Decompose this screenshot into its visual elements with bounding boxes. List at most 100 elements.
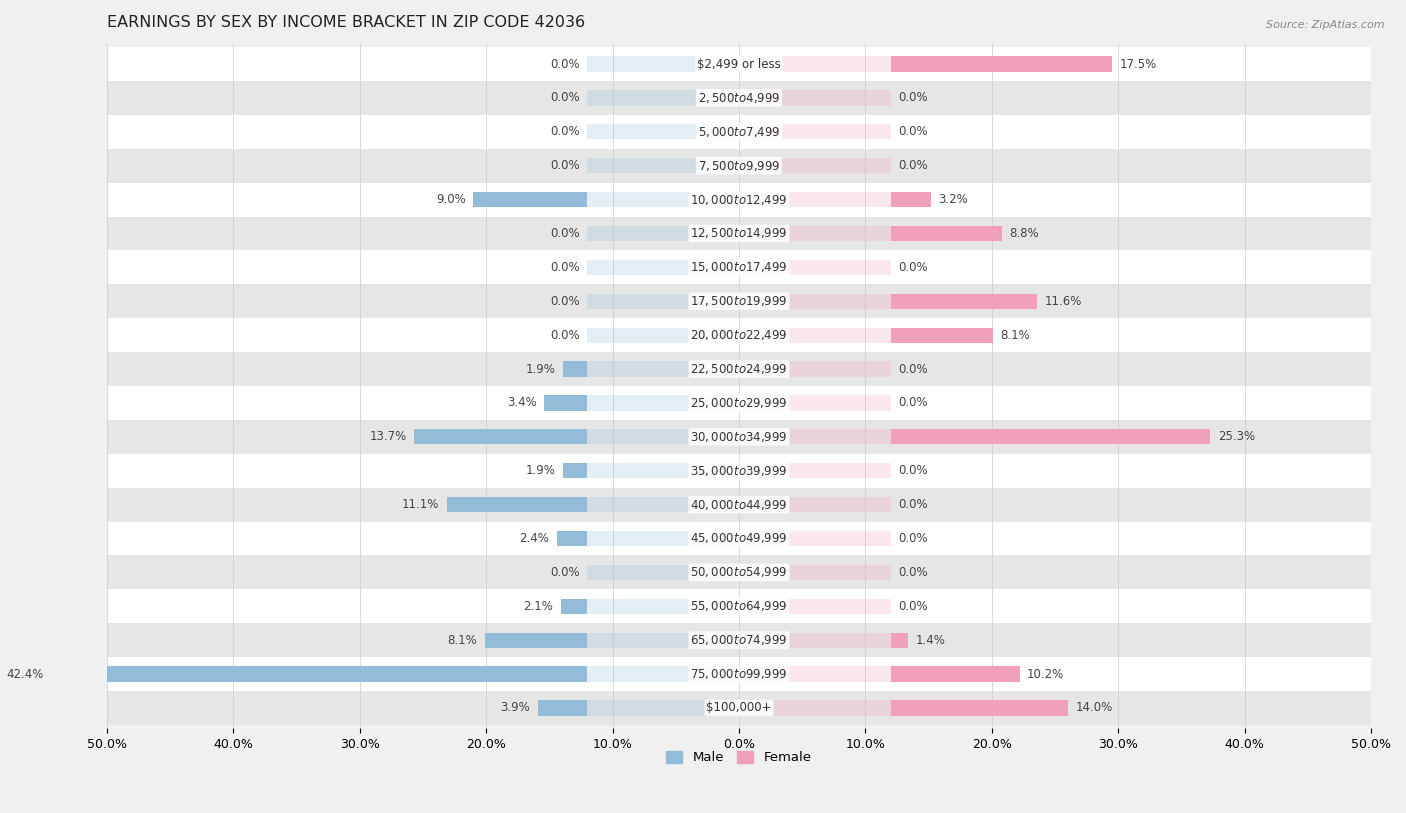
Bar (107, 657, 1371, 691)
Text: $15,000 to $17,499: $15,000 to $17,499 (690, 260, 787, 274)
Text: 0.0%: 0.0% (898, 159, 928, 172)
Text: 0.0%: 0.0% (898, 566, 928, 579)
Bar (107, 250, 1371, 285)
Text: 11.6%: 11.6% (1045, 295, 1083, 308)
Bar (890, 700, 1067, 715)
Text: 0.0%: 0.0% (550, 159, 579, 172)
Text: 0.0%: 0.0% (550, 261, 579, 274)
Bar (740, 192, 890, 207)
Text: $7,500 to $9,999: $7,500 to $9,999 (697, 159, 780, 172)
Bar (740, 497, 890, 512)
Text: $2,499 or less: $2,499 or less (697, 58, 780, 71)
Bar (107, 624, 1371, 657)
Bar (51, 667, 588, 681)
Bar (107, 115, 1371, 149)
Text: 8.1%: 8.1% (1001, 328, 1031, 341)
Bar (588, 226, 740, 241)
Bar (107, 488, 1371, 521)
Text: 0.0%: 0.0% (550, 91, 579, 104)
Text: $50,000 to $54,999: $50,000 to $54,999 (690, 565, 787, 580)
Text: 8.1%: 8.1% (447, 633, 477, 646)
Text: $45,000 to $49,999: $45,000 to $49,999 (690, 532, 787, 546)
Text: 0.0%: 0.0% (550, 295, 579, 308)
Bar (588, 531, 740, 546)
Bar (890, 192, 931, 207)
Text: $55,000 to $64,999: $55,000 to $64,999 (690, 599, 787, 613)
Bar (588, 192, 740, 207)
Bar (740, 226, 890, 241)
Text: Source: ZipAtlas.com: Source: ZipAtlas.com (1267, 20, 1385, 30)
Bar (740, 395, 890, 411)
Bar (740, 90, 890, 106)
Bar (740, 565, 890, 580)
Bar (588, 158, 740, 173)
Bar (107, 47, 1371, 81)
Bar (588, 362, 740, 376)
Legend: Male, Female: Male, Female (661, 746, 817, 770)
Bar (588, 259, 740, 275)
Text: $65,000 to $74,999: $65,000 to $74,999 (690, 633, 787, 647)
Bar (740, 531, 890, 546)
Text: 1.4%: 1.4% (915, 633, 946, 646)
Bar (107, 454, 1371, 488)
Text: 0.0%: 0.0% (550, 125, 579, 138)
Bar (107, 521, 1371, 555)
Bar (890, 429, 1211, 445)
Bar (107, 285, 1371, 318)
Bar (588, 90, 740, 106)
Text: 14.0%: 14.0% (1076, 702, 1112, 715)
Bar (740, 158, 890, 173)
Bar (890, 633, 908, 648)
Text: 0.0%: 0.0% (550, 227, 579, 240)
Text: 0.0%: 0.0% (550, 566, 579, 579)
Bar (740, 667, 890, 681)
Bar (740, 598, 890, 614)
Text: $10,000 to $12,499: $10,000 to $12,499 (690, 193, 787, 207)
Text: 0.0%: 0.0% (550, 328, 579, 341)
Text: 0.0%: 0.0% (898, 532, 928, 545)
Text: 11.1%: 11.1% (402, 498, 439, 511)
Bar (107, 691, 1371, 725)
Bar (564, 463, 588, 478)
Text: $12,500 to $14,999: $12,500 to $14,999 (690, 227, 787, 241)
Text: $17,500 to $19,999: $17,500 to $19,999 (690, 294, 787, 308)
Bar (588, 429, 740, 445)
Text: $75,000 to $99,999: $75,000 to $99,999 (690, 667, 787, 681)
Bar (561, 598, 588, 614)
Bar (413, 429, 588, 445)
Bar (107, 420, 1371, 454)
Text: EARNINGS BY SEX BY INCOME BRACKET IN ZIP CODE 42036: EARNINGS BY SEX BY INCOME BRACKET IN ZIP… (107, 15, 585, 30)
Bar (740, 124, 890, 139)
Bar (890, 293, 1038, 309)
Text: $40,000 to $44,999: $40,000 to $44,999 (690, 498, 787, 511)
Bar (890, 226, 1002, 241)
Bar (740, 293, 890, 309)
Bar (740, 56, 890, 72)
Bar (740, 463, 890, 478)
Bar (447, 497, 588, 512)
Bar (107, 386, 1371, 420)
Bar (588, 700, 740, 715)
Bar (740, 633, 890, 648)
Bar (740, 429, 890, 445)
Text: 0.0%: 0.0% (898, 363, 928, 376)
Bar (588, 395, 740, 411)
Text: 13.7%: 13.7% (370, 430, 406, 443)
Text: 3.2%: 3.2% (939, 193, 969, 206)
Bar (588, 497, 740, 512)
Bar (588, 56, 740, 72)
Text: $20,000 to $22,499: $20,000 to $22,499 (690, 328, 787, 342)
Bar (740, 362, 890, 376)
Text: 1.9%: 1.9% (526, 363, 555, 376)
Bar (740, 700, 890, 715)
Bar (107, 352, 1371, 386)
Text: 25.3%: 25.3% (1218, 430, 1256, 443)
Text: 9.0%: 9.0% (436, 193, 465, 206)
Text: 0.0%: 0.0% (898, 397, 928, 410)
Bar (890, 328, 993, 343)
Text: 2.1%: 2.1% (523, 600, 553, 613)
Bar (588, 633, 740, 648)
Text: 3.4%: 3.4% (508, 397, 537, 410)
Bar (588, 328, 740, 343)
Text: 0.0%: 0.0% (898, 125, 928, 138)
